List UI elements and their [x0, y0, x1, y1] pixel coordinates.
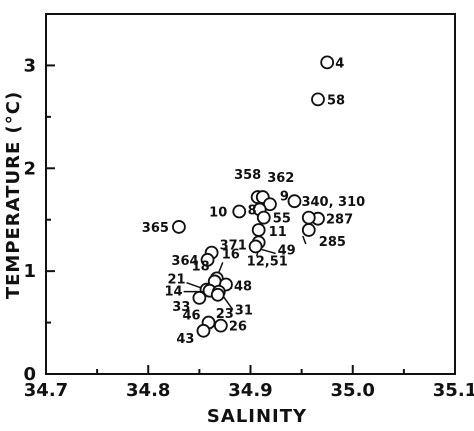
point-label: 58	[327, 93, 345, 108]
x-tick-label: 34.8	[126, 380, 170, 401]
x-tick-label: 35.1	[433, 380, 474, 401]
leader-line	[222, 295, 234, 311]
point-label: 340, 310	[301, 195, 365, 210]
plot-frame	[45, 13, 456, 375]
point-label: 31	[235, 304, 253, 319]
point-label: 18	[192, 259, 210, 274]
data-point	[232, 204, 247, 219]
data-point	[256, 210, 271, 225]
y-axis-title: TEMPERATURE (°C)	[3, 91, 24, 299]
point-label: 12,51	[247, 254, 288, 269]
point-label: 16	[222, 247, 240, 262]
data-point	[196, 323, 211, 338]
data-point	[213, 318, 228, 333]
point-label: 46	[182, 309, 200, 324]
point-label: 362	[267, 171, 294, 186]
y-tick-label: 2	[23, 158, 36, 179]
data-point	[210, 287, 225, 302]
point-label: 26	[229, 320, 247, 335]
point-label: 287	[326, 213, 353, 228]
point-label: 48	[234, 280, 252, 295]
y-tick-label: 3	[23, 55, 36, 76]
x-tick-label: 35.0	[331, 380, 375, 401]
data-point	[251, 223, 266, 237]
data-point	[192, 290, 207, 305]
y-tick-label: 0	[23, 364, 36, 385]
point-label: 49	[278, 243, 296, 258]
data-point	[320, 55, 335, 70]
point-label: 9	[280, 189, 289, 204]
y-tick-label: 1	[23, 261, 36, 282]
point-label: 4	[335, 56, 344, 71]
point-label: 364	[171, 254, 198, 269]
point-label: 358	[234, 168, 261, 183]
point-label: 371	[220, 239, 247, 254]
data-point	[301, 210, 316, 225]
data-point	[200, 252, 215, 267]
leader-line	[261, 248, 276, 255]
data-point	[287, 194, 302, 209]
x-tick-label: 34.7	[24, 380, 68, 401]
data-point	[301, 223, 316, 237]
point-label: 55	[273, 212, 291, 227]
point-label: 23	[216, 307, 234, 322]
data-point	[172, 220, 186, 234]
x-tick-label: 34.9	[228, 380, 272, 401]
point-label: 8	[248, 203, 257, 218]
x-axis-title: SALINITY	[207, 406, 307, 427]
point-label: 33	[172, 300, 190, 315]
point-label: 14	[165, 285, 183, 300]
leader-line	[186, 281, 201, 289]
leader-line	[218, 262, 224, 273]
point-label: 10	[209, 205, 227, 220]
point-label: 285	[319, 235, 346, 250]
point-label: 365	[142, 221, 169, 236]
point-label: 21	[167, 273, 185, 288]
data-point	[311, 92, 325, 107]
leader-line	[302, 235, 307, 245]
data-point	[248, 239, 263, 254]
point-label: 43	[176, 332, 194, 347]
point-label: 11	[269, 225, 287, 240]
